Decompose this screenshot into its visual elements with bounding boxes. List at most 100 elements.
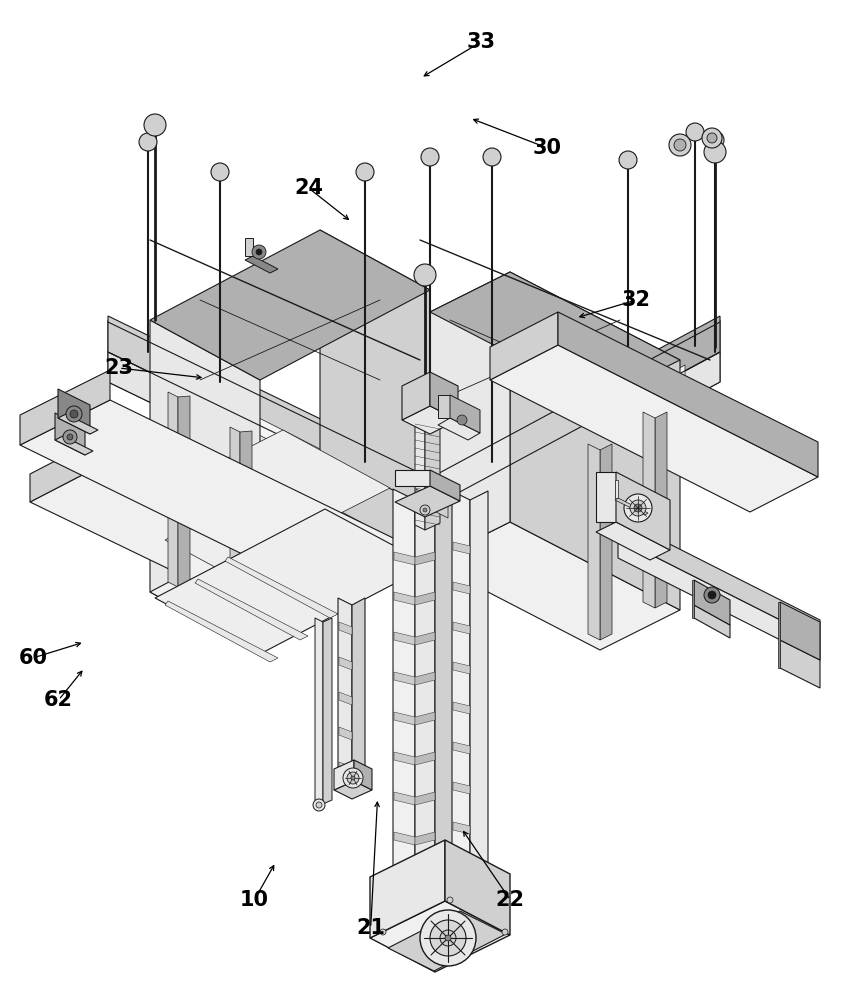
Polygon shape (108, 352, 719, 538)
Polygon shape (393, 712, 414, 725)
Polygon shape (393, 792, 414, 805)
Polygon shape (285, 554, 369, 625)
Polygon shape (435, 490, 456, 896)
Circle shape (501, 929, 507, 935)
Polygon shape (691, 580, 693, 618)
Polygon shape (424, 408, 439, 530)
Circle shape (668, 134, 691, 156)
Polygon shape (393, 672, 414, 685)
Circle shape (703, 587, 719, 603)
Circle shape (706, 133, 716, 143)
Polygon shape (693, 580, 729, 625)
Polygon shape (168, 392, 177, 587)
Polygon shape (164, 480, 389, 598)
Polygon shape (449, 395, 480, 433)
Polygon shape (444, 840, 510, 935)
Text: 21: 21 (356, 918, 385, 938)
Polygon shape (245, 256, 278, 273)
Polygon shape (333, 781, 372, 799)
Polygon shape (393, 552, 414, 565)
Polygon shape (369, 546, 385, 582)
Polygon shape (453, 582, 469, 594)
Circle shape (482, 148, 500, 166)
Polygon shape (155, 365, 684, 522)
Polygon shape (414, 490, 435, 896)
Polygon shape (414, 552, 435, 565)
Polygon shape (351, 598, 364, 792)
Polygon shape (414, 752, 435, 765)
Polygon shape (338, 622, 351, 635)
Polygon shape (430, 272, 510, 562)
Polygon shape (489, 345, 817, 512)
Polygon shape (338, 762, 351, 775)
Polygon shape (430, 470, 460, 501)
Polygon shape (451, 491, 469, 879)
Circle shape (211, 163, 229, 181)
Text: 32: 32 (621, 290, 650, 310)
Polygon shape (453, 742, 469, 754)
Polygon shape (393, 489, 414, 896)
Polygon shape (416, 489, 431, 510)
Circle shape (419, 505, 430, 515)
Polygon shape (20, 400, 430, 602)
Circle shape (256, 249, 262, 255)
Polygon shape (430, 522, 679, 650)
Polygon shape (430, 372, 457, 420)
Polygon shape (150, 502, 430, 652)
Text: 33: 33 (466, 32, 495, 52)
Circle shape (444, 935, 450, 941)
Polygon shape (453, 822, 469, 834)
Circle shape (139, 133, 157, 151)
Circle shape (347, 772, 358, 784)
Circle shape (350, 776, 355, 780)
Polygon shape (319, 230, 430, 562)
Polygon shape (394, 486, 460, 517)
Polygon shape (323, 618, 331, 804)
Polygon shape (30, 458, 369, 625)
Polygon shape (338, 778, 364, 792)
Polygon shape (614, 480, 617, 498)
Polygon shape (393, 752, 414, 765)
Polygon shape (595, 472, 616, 522)
Polygon shape (338, 598, 351, 792)
Polygon shape (393, 832, 414, 845)
Polygon shape (369, 840, 444, 938)
Circle shape (423, 508, 426, 512)
Polygon shape (55, 436, 93, 455)
Polygon shape (58, 389, 90, 434)
Polygon shape (453, 702, 469, 714)
Circle shape (618, 151, 636, 169)
Polygon shape (393, 592, 414, 605)
Circle shape (420, 148, 438, 166)
Polygon shape (614, 498, 647, 515)
Circle shape (63, 430, 77, 444)
Text: 62: 62 (44, 690, 73, 710)
Polygon shape (453, 542, 469, 554)
Polygon shape (333, 760, 354, 790)
Polygon shape (393, 632, 414, 645)
Polygon shape (58, 414, 98, 434)
Polygon shape (150, 320, 260, 652)
Circle shape (439, 930, 455, 946)
Polygon shape (55, 413, 85, 455)
Polygon shape (437, 418, 480, 440)
Circle shape (413, 264, 436, 286)
Text: 10: 10 (239, 890, 269, 910)
Polygon shape (239, 431, 251, 622)
Polygon shape (155, 509, 430, 654)
Circle shape (70, 410, 77, 418)
Polygon shape (510, 272, 679, 610)
Polygon shape (595, 522, 669, 560)
Polygon shape (430, 316, 719, 508)
Polygon shape (164, 430, 389, 548)
Polygon shape (617, 518, 819, 640)
Circle shape (701, 128, 722, 148)
Polygon shape (693, 605, 729, 638)
Polygon shape (779, 602, 819, 660)
Circle shape (343, 768, 362, 788)
Circle shape (316, 802, 322, 808)
Text: 23: 23 (104, 358, 133, 378)
Circle shape (430, 920, 466, 956)
Polygon shape (245, 238, 253, 256)
Circle shape (703, 141, 725, 163)
